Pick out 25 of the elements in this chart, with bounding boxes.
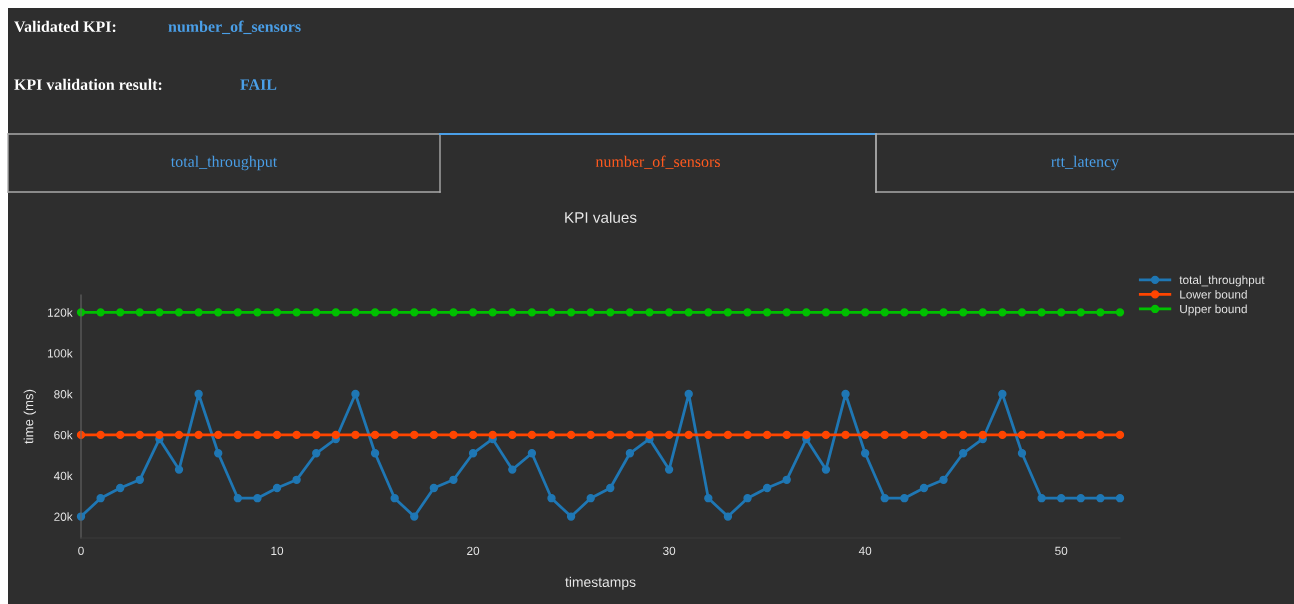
y-tick-label: 20k [54,512,73,521]
x-tick-label: 0 [78,546,84,555]
x-tick-label: 30 [663,546,676,555]
y-axis-title: time (ms) [23,389,36,444]
text: KPI validation result: [14,78,162,91]
text: number_of_sensors [168,20,301,35]
x-tick-label: 50 [1055,546,1068,555]
text: rtt_latency [1051,155,1120,171]
text: Validated KPI: [14,20,116,33]
text: number_of_sensors [595,155,720,169]
y-tick-label: 40k [53,471,73,481]
legend-label: Lower bound [1180,289,1247,299]
x-tick-label: 10 [271,546,284,555]
legend-label: Upper bound [1180,304,1247,316]
y-tick-label: 120k [47,308,73,317]
y-tick-label: 60k [54,430,73,440]
y-tick-label: 80k [54,389,73,399]
x-tick-label: 40 [858,546,872,555]
text: total_throughput [170,155,278,171]
y-tick-label: 100k [47,348,73,358]
x-axis-title: timestamps [565,576,636,590]
text: FAIL [240,79,277,90]
x-tick-label: 20 [467,546,480,555]
legend-label: total_throughput [1179,275,1265,287]
chart-title: KPI values [565,211,637,223]
